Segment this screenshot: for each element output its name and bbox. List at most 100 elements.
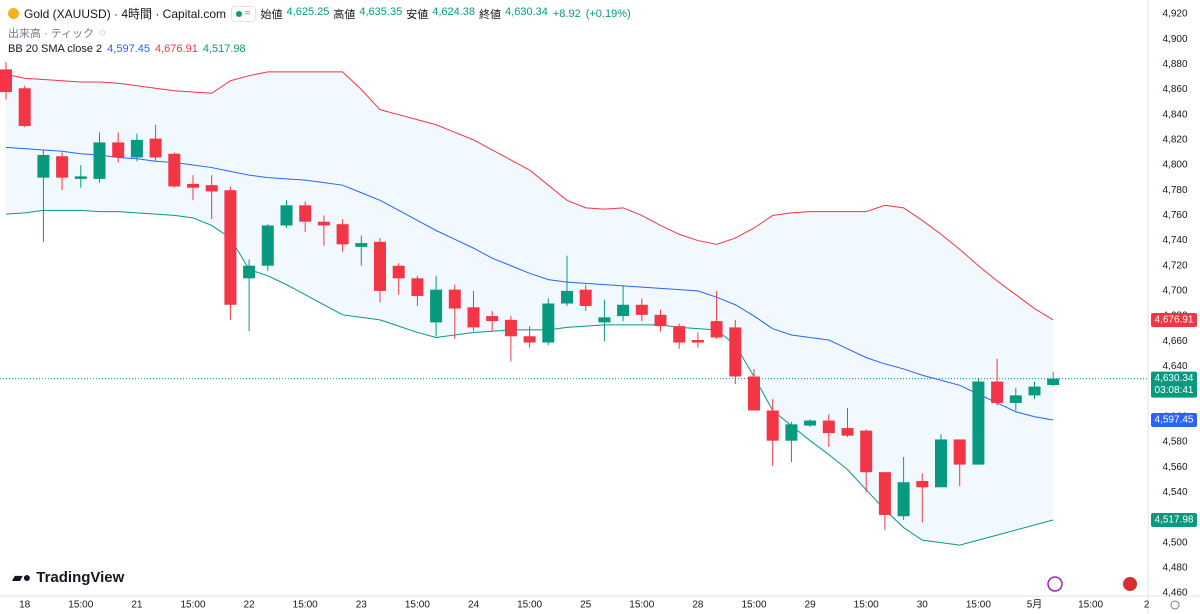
- ohlc-value: 4,624.38: [432, 5, 476, 18]
- candle-body: [691, 340, 704, 343]
- candle-body: [860, 430, 873, 473]
- indicator-value: 4,597.45: [107, 43, 150, 55]
- status-button[interactable]: ≈: [231, 5, 256, 22]
- candle-body: [523, 336, 536, 343]
- volume-label[interactable]: 出来高 · ティック: [8, 28, 95, 40]
- price-tag-label: 4,676.91: [1155, 315, 1194, 326]
- price-tag-label: 4,597.45: [1155, 415, 1194, 426]
- candle-body: [205, 185, 218, 192]
- candle-body: [0, 69, 12, 93]
- candle-body: [841, 428, 854, 436]
- candle-body: [224, 190, 237, 305]
- candle-body: [785, 424, 798, 441]
- indicator-label[interactable]: BB 20 SMA close 2: [8, 43, 103, 55]
- candle-body: [486, 316, 499, 322]
- candle-body: [355, 243, 368, 247]
- y-tick-label: 4,560: [1162, 462, 1187, 473]
- symbol-title[interactable]: Gold (XAUUSD) · 4時間 · Capital.com: [24, 7, 227, 21]
- change: +8.92: [552, 7, 581, 20]
- y-tick-label: 4,660: [1162, 336, 1187, 347]
- ohlc-value: 4,635.35: [359, 5, 403, 18]
- y-tick-label: 4,580: [1162, 437, 1187, 448]
- y-tick-label: 4,920: [1162, 9, 1187, 20]
- y-tick-label: 4,640: [1162, 361, 1187, 372]
- candle-body: [187, 183, 199, 188]
- candle-body: [336, 224, 349, 245]
- ohlc-label: 終値: [479, 8, 502, 21]
- candle-body: [804, 420, 817, 426]
- volume-row: 出来高 · ティック ◌: [8, 25, 106, 41]
- candle-body: [635, 304, 648, 315]
- y-tick-label: 4,720: [1162, 260, 1187, 271]
- eye-icon[interactable]: ◌: [99, 27, 106, 39]
- candle-body: [729, 327, 742, 377]
- price-tag-label: 4,517.98: [1155, 515, 1194, 526]
- x-tick-label: 15:00: [68, 600, 93, 611]
- symbol-icon: [8, 8, 19, 19]
- ohlc-label: 安値: [406, 8, 429, 21]
- ohlc: 始値 4,625.25 高値 4,635.35 安値 4,624.38 終値 4,630.34: [261, 6, 548, 22]
- band-middle: [5, 146, 1054, 421]
- candle-body: [991, 381, 1004, 403]
- candle-body: [149, 138, 162, 158]
- x-tick-label: 24: [468, 600, 480, 611]
- y-tick-label: 4,820: [1162, 135, 1187, 146]
- candle-body: [1047, 378, 1060, 386]
- x-tick-label: 18: [19, 600, 31, 611]
- candle-body: [112, 142, 125, 158]
- y-tick-label: 4,880: [1162, 59, 1187, 70]
- candle-body: [935, 439, 947, 488]
- candle-body: [18, 88, 31, 127]
- x-tick-label: 15:00: [1078, 600, 1103, 611]
- candle-body: [374, 241, 386, 291]
- brand-logo: ▰●: [12, 569, 32, 585]
- y-tick-label: 4,700: [1162, 286, 1187, 297]
- candle-body: [504, 319, 517, 337]
- y-tick-label: 4,840: [1162, 109, 1187, 120]
- x-tick-label: 23: [356, 600, 368, 611]
- candle-body: [1009, 395, 1022, 403]
- y-tick-label: 4,500: [1162, 537, 1187, 548]
- candle-body: [280, 205, 293, 226]
- candle-body: [878, 472, 891, 515]
- indicator-value: 4,676.91: [155, 43, 198, 55]
- candle-body: [673, 326, 686, 343]
- candle-body: [317, 221, 330, 226]
- ohlc-value: 4,630.34: [505, 5, 548, 18]
- candle-body: [972, 381, 985, 465]
- indicator-values: 4,597.45 4,676.91 4,517.98: [107, 43, 245, 55]
- y-tick-label: 4,480: [1162, 562, 1187, 573]
- candle-body: [411, 278, 424, 296]
- flag-icon: [1123, 577, 1137, 591]
- brand-name: TradingView: [36, 569, 125, 586]
- y-tick-label: 4,800: [1162, 160, 1187, 171]
- indicator-value: 4,517.98: [202, 43, 246, 55]
- candle-body: [897, 482, 910, 517]
- candle-body: [243, 265, 256, 279]
- y-tick-label: 4,540: [1162, 487, 1187, 498]
- x-tick-label: 15:00: [405, 600, 430, 611]
- x-tick-label: 28: [692, 600, 704, 611]
- settings-icon: [1170, 600, 1180, 610]
- candle-body: [168, 153, 181, 187]
- candle-body: [542, 303, 555, 343]
- x-tick-label: 30: [917, 600, 929, 611]
- candle-body: [953, 439, 966, 465]
- band-upper: [5, 71, 1054, 321]
- candle-body: [579, 289, 592, 307]
- x-tick-label: 2: [1144, 600, 1150, 611]
- price-tag-label: 4,630.34: [1155, 373, 1194, 384]
- symbol-header: Gold (XAUUSD) · 4時間 · Capital.com ≈ 始値 4,…: [8, 5, 631, 22]
- candle-body: [299, 205, 312, 222]
- candle-body: [598, 317, 611, 323]
- price-tag: [1151, 312, 1197, 327]
- candle-body: [130, 139, 143, 158]
- brand: ▰● TradingView: [12, 569, 124, 586]
- ohlc-label: 高値: [333, 8, 356, 21]
- band-fill: [6, 71, 1054, 546]
- candle-body: [561, 290, 573, 304]
- change-pct: (+0.19%): [585, 7, 631, 20]
- x-tick-label: 15:00: [517, 600, 542, 611]
